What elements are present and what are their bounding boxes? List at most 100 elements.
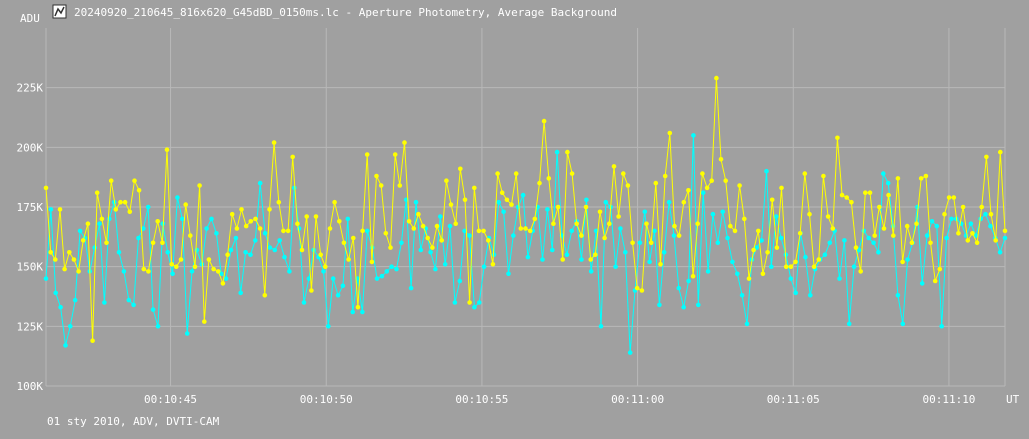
data-point — [751, 247, 756, 253]
data-point — [85, 221, 91, 226]
data-point — [540, 257, 545, 262]
data-point — [846, 321, 852, 327]
data-point — [616, 214, 621, 219]
data-point — [827, 240, 833, 246]
data-point — [253, 238, 258, 243]
data-point — [569, 228, 574, 234]
data-point — [851, 264, 857, 270]
data-point — [970, 231, 975, 236]
data-point — [452, 300, 458, 305]
data-point — [472, 185, 477, 191]
data-point — [769, 264, 774, 270]
data-point — [895, 293, 901, 298]
data-point — [102, 300, 107, 305]
data-point — [949, 216, 954, 222]
data-point — [853, 245, 859, 250]
data-point — [923, 173, 929, 179]
data-point — [513, 171, 519, 176]
data-point — [267, 245, 273, 250]
data-point — [76, 269, 81, 274]
data-point — [234, 226, 240, 231]
data-point — [709, 178, 714, 183]
data-point — [77, 228, 83, 234]
data-point — [170, 271, 175, 277]
data-point — [928, 240, 933, 246]
data-point — [491, 252, 497, 257]
data-point — [690, 273, 696, 279]
data-point — [462, 228, 467, 234]
data-point — [434, 223, 440, 229]
data-point — [839, 192, 845, 198]
data-point — [642, 209, 648, 215]
data-point — [618, 226, 623, 231]
data-point — [915, 204, 920, 210]
data-point — [239, 207, 244, 212]
data-point — [807, 211, 812, 217]
data-point — [499, 190, 505, 195]
data-point — [623, 250, 628, 255]
data-point — [653, 180, 659, 186]
data-point — [406, 219, 412, 224]
data-point — [797, 231, 803, 236]
data-point — [942, 211, 947, 217]
data-point — [397, 183, 403, 188]
data-point — [160, 240, 165, 246]
data-point — [481, 264, 487, 270]
data-point — [453, 221, 459, 226]
data-point — [705, 269, 711, 274]
data-point — [634, 285, 640, 291]
data-point — [574, 221, 579, 226]
data-point — [199, 262, 205, 267]
data-point — [248, 252, 253, 257]
data-point — [433, 266, 438, 272]
data-point — [607, 221, 612, 226]
data-point — [667, 130, 673, 136]
data-point — [180, 216, 185, 222]
data-point — [652, 228, 657, 234]
data-point — [442, 262, 448, 267]
data-point — [165, 250, 170, 255]
y-tick-label: 200K — [17, 141, 44, 154]
data-point — [793, 259, 798, 265]
data-point — [550, 247, 555, 253]
data-point — [924, 233, 930, 238]
data-point — [569, 171, 575, 176]
data-point — [593, 228, 599, 234]
data-point — [756, 228, 761, 234]
data-point — [448, 202, 454, 207]
data-point — [778, 235, 784, 241]
data-point — [732, 228, 738, 234]
data-point — [57, 207, 63, 212]
data-point — [439, 238, 445, 243]
data-point — [611, 164, 617, 169]
data-point — [774, 245, 780, 250]
data-point — [956, 231, 961, 236]
data-point — [321, 269, 326, 274]
data-point — [146, 269, 151, 274]
data-point — [511, 233, 516, 238]
data-point — [602, 235, 607, 241]
data-point — [175, 195, 180, 200]
data-point — [225, 252, 230, 257]
data-point — [301, 300, 307, 305]
data-point — [541, 118, 547, 124]
data-point — [704, 185, 710, 191]
data-point — [518, 226, 524, 231]
data-point — [194, 247, 200, 253]
data-point — [48, 207, 54, 212]
data-point — [523, 226, 528, 231]
data-point — [681, 304, 686, 310]
data-point — [178, 257, 184, 262]
data-point — [720, 209, 725, 215]
data-point — [214, 231, 219, 236]
data-point — [932, 278, 938, 284]
data-point — [983, 211, 988, 217]
data-point — [211, 266, 216, 272]
data-point — [672, 223, 677, 229]
data-point — [92, 245, 97, 250]
data-point — [43, 276, 49, 281]
data-point — [444, 178, 449, 183]
data-point — [661, 250, 667, 255]
data-point — [122, 199, 128, 205]
data-point — [648, 240, 654, 246]
